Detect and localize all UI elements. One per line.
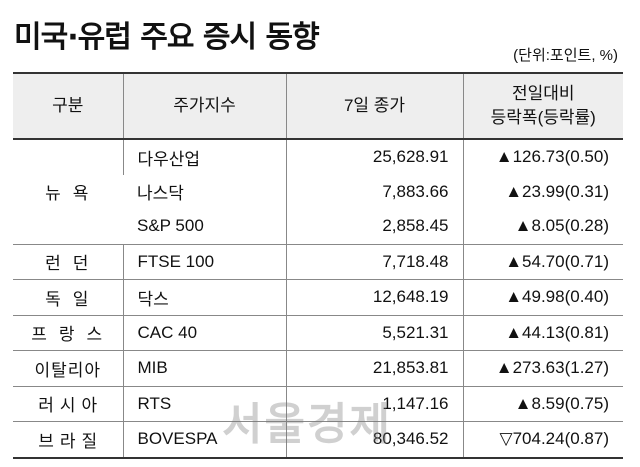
group-label-ny: 뉴욕 xyxy=(13,138,123,244)
index-name: 닥스 xyxy=(122,279,286,315)
group-label-italy: 이탈리아 xyxy=(13,350,123,386)
header-close: 7일 종가 xyxy=(285,72,463,140)
table-row: 러시아 RTS 1,147.16 ▲8.59(0.75) xyxy=(13,385,623,422)
header-row: 구분 주가지수 7일 종가 전일대비 등락폭(등락률) xyxy=(13,72,623,140)
group-label-london: 런던 xyxy=(13,243,123,280)
unit-note: (단위:포인트, %) xyxy=(513,47,618,64)
change-value: ▲8.05(0.28) xyxy=(462,209,623,244)
table-row: 뉴욕 다우산업 25,628.91 ▲126.73(0.50) xyxy=(13,138,623,244)
index-name: RTS xyxy=(122,385,286,422)
change-value: ▲126.73(0.50) xyxy=(462,138,623,175)
table-row: 독일 닥스 12,648.19 ▲49.98(0.40) xyxy=(13,279,623,315)
close-value: 5,521.31 xyxy=(285,314,463,351)
page-title: 미국·유럽 주요 증시 동향 xyxy=(14,20,320,55)
close-value: 7,883.66 xyxy=(285,174,463,209)
index-name: 다우산업 xyxy=(122,138,286,175)
change-value: ▲8.59(0.75) xyxy=(462,385,623,422)
change-value: ▲44.13(0.81) xyxy=(462,314,623,351)
header-change: 전일대비 등락폭(등락률) xyxy=(462,72,623,140)
close-value: 7,718.48 xyxy=(285,243,463,280)
change-value: ▲49.98(0.40) xyxy=(462,279,623,315)
header-category: 구분 xyxy=(13,72,123,140)
group-label-brazil: 브라질 xyxy=(13,421,123,459)
group-label-germany: 독일 xyxy=(13,279,123,315)
change-value: ▲273.63(1.27) xyxy=(462,350,623,386)
close-value: 2,858.45 xyxy=(285,209,463,244)
index-name: FTSE 100 xyxy=(122,243,286,280)
header-change-line1: 전일대비 xyxy=(511,84,575,103)
market-table: 구분 주가지수 7일 종가 전일대비 등락폭(등락률) 뉴욕 다우산업 25,6… xyxy=(13,72,623,459)
table-row: S&P 500 2,858.45 ▲8.05(0.28) xyxy=(13,209,623,244)
group-label-france: 프랑스 xyxy=(13,314,123,351)
header-change-line2: 등락폭(등락률) xyxy=(490,108,596,127)
index-name: BOVESPA xyxy=(122,421,286,459)
change-value: ▲54.70(0.71) xyxy=(462,243,623,280)
table-row: 런던 FTSE 100 7,718.48 ▲54.70(0.71) xyxy=(13,243,623,280)
change-value: ▽704.24(0.87) xyxy=(462,421,623,459)
close-value: 1,147.16 xyxy=(285,385,463,422)
table-row: 브라질 BOVESPA 80,346.52 ▽704.24(0.87) xyxy=(13,421,623,459)
index-name: CAC 40 xyxy=(122,314,286,351)
index-name: S&P 500 xyxy=(137,216,204,236)
close-value: 21,853.81 xyxy=(285,350,463,386)
close-value: 80,346.52 xyxy=(285,421,463,459)
table-row: 나스닥 7,883.66 ▲23.99(0.31) xyxy=(13,174,623,209)
close-value: 25,628.91 xyxy=(285,138,463,175)
group-label-russia: 러시아 xyxy=(13,385,123,422)
index-name: MIB xyxy=(122,350,286,386)
close-value: 12,648.19 xyxy=(285,279,463,315)
table-row: 이탈리아 MIB 21,853.81 ▲273.63(1.27) xyxy=(13,350,623,386)
index-name: 나스닥 xyxy=(137,184,184,204)
table-row: 프랑스 CAC 40 5,521.31 ▲44.13(0.81) xyxy=(13,314,623,351)
header-index: 주가지수 xyxy=(122,72,286,140)
change-value: ▲23.99(0.31) xyxy=(462,174,623,209)
